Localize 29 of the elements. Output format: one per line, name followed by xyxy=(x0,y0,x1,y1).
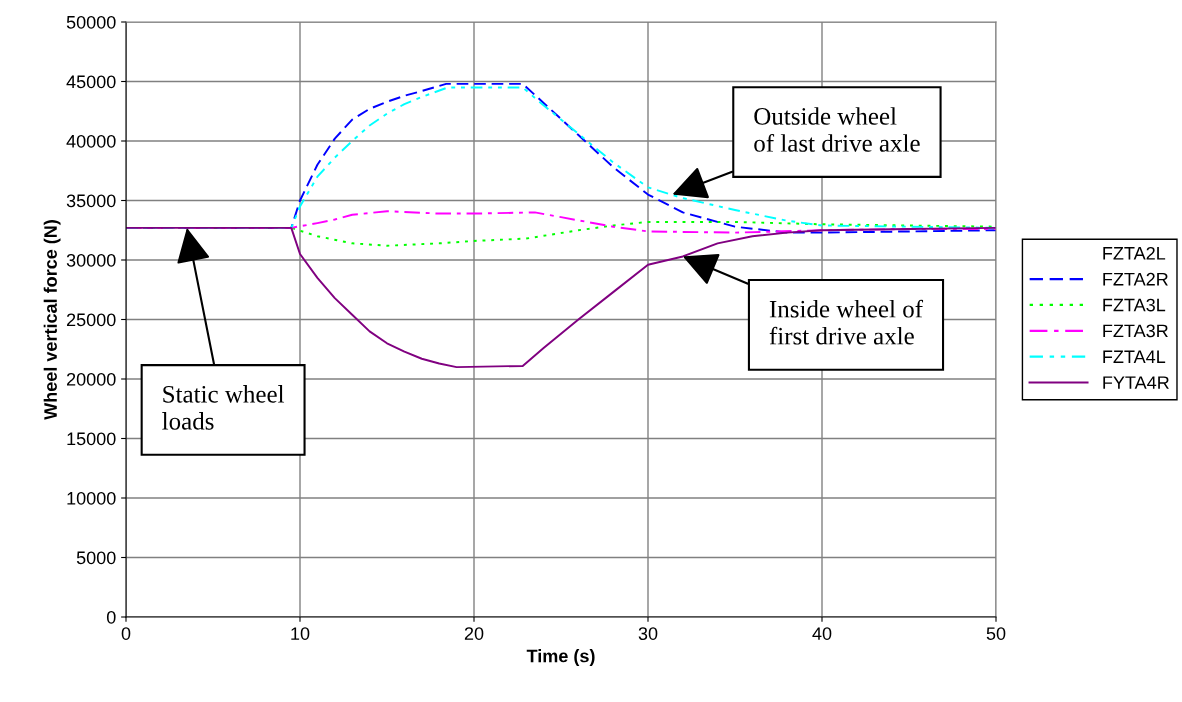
y-tick-label: 35000 xyxy=(66,194,116,208)
legend-label: FZTA2R xyxy=(1103,272,1168,286)
x-axis-title: Time (s) xyxy=(526,649,595,666)
annotation: Static wheel loads xyxy=(162,385,285,430)
legend-label: FZTA4L xyxy=(1103,350,1166,363)
y-tick-label: 30000 xyxy=(66,253,116,267)
y-tick-label: 20000 xyxy=(66,372,116,386)
y-axis-title: Wheel vertical force (N) xyxy=(43,220,61,420)
legend-label: FYTA4R xyxy=(1103,376,1169,389)
y-tick-label: 15000 xyxy=(67,432,116,446)
y-tick-label: 5000 xyxy=(76,551,116,565)
x-tick-label: 0 xyxy=(121,627,131,640)
x-tick-label: 10 xyxy=(291,627,310,640)
annotation: Outside wheel of last drive axle xyxy=(754,107,920,152)
y-tick-label: 10000 xyxy=(67,491,116,505)
x-tick-label: 50 xyxy=(986,627,1006,640)
y-tick-label: 0 xyxy=(106,610,116,624)
legend-label: FZTA3R xyxy=(1103,324,1168,338)
x-tick-label: 30 xyxy=(638,627,658,640)
y-tick-label: 25000 xyxy=(66,313,116,327)
x-tick-label: 40 xyxy=(812,627,832,640)
y-tick-label: 50000 xyxy=(66,15,116,29)
annotation: Inside wheel of first drive axle xyxy=(769,299,924,345)
y-tick-label: 45000 xyxy=(66,75,116,89)
y-tick-label: 40000 xyxy=(66,134,116,148)
x-tick-label: 20 xyxy=(464,627,484,640)
legend-label: FZTA3L xyxy=(1103,298,1166,312)
text: FZTA2L xyxy=(1103,246,1166,260)
line-series xyxy=(126,226,996,369)
